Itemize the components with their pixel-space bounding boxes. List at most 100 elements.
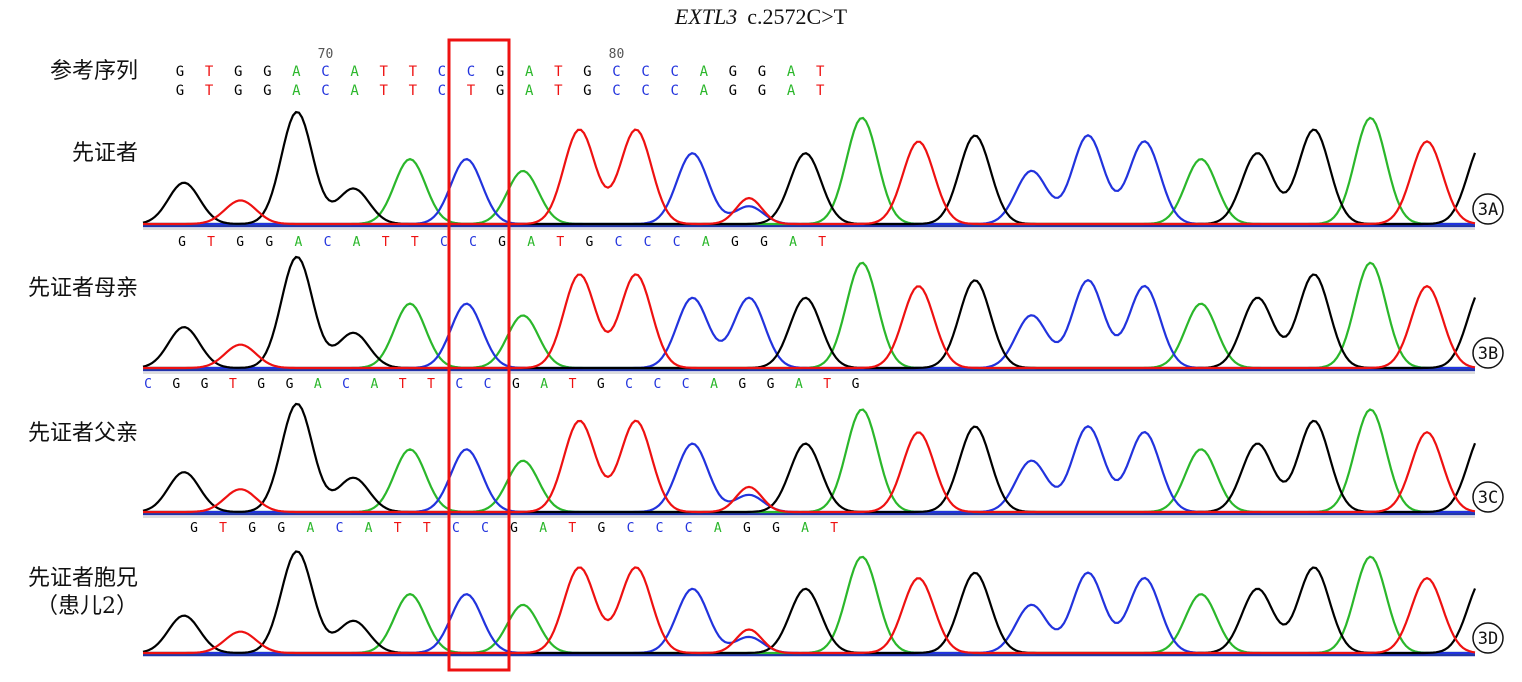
trace-2-C: [143, 425, 1475, 514]
track-call-2-14: G: [597, 521, 605, 536]
track-call-0-7: T: [382, 235, 390, 250]
trace-0-A: [143, 116, 1475, 226]
panel-id-2: 3C: [1478, 488, 1498, 508]
reference-base-line2-11: G: [496, 83, 504, 99]
reference-base-line2-8: T: [409, 83, 418, 99]
panel-id-circle-1: [1472, 337, 1504, 369]
track-call-0-4: A: [294, 235, 302, 250]
track-call-2-0: G: [190, 521, 198, 536]
track-call-0-5: C: [324, 235, 332, 250]
track-call-2-15: C: [627, 521, 635, 536]
track-call-1-4: G: [257, 377, 265, 392]
reference-base-line2-20: G: [758, 83, 766, 99]
reference-base-line1-14: G: [583, 64, 591, 80]
reference-base-line1-3: G: [263, 64, 271, 80]
track-call-1-6: A: [314, 377, 322, 392]
reference-base-line2-18: A: [700, 83, 709, 99]
trace-1-T: [143, 273, 1476, 370]
reference-base-line1-7: T: [379, 64, 388, 80]
reference-base-line1-20: G: [758, 64, 766, 80]
track-call-1-23: A: [795, 377, 803, 392]
reference-base-line1-0: G: [176, 64, 184, 80]
track-call-0-18: A: [702, 235, 710, 250]
reference-sequence-label: 参考序列: [49, 59, 138, 84]
trace-3-G: [142, 550, 1477, 655]
position-tick-1: 80: [609, 47, 625, 62]
track-call-2-1: T: [219, 521, 227, 536]
track-call-1-11: C: [455, 377, 463, 392]
track-label-3b: 先证者母亲: [27, 276, 138, 301]
track-call-0-12: A: [527, 235, 535, 250]
track-call-2-11: G: [510, 521, 518, 536]
track-call-0-3: G: [265, 235, 273, 250]
reference-base-line2-4: A: [292, 83, 301, 99]
panel-id-3: 3D: [1478, 629, 1498, 649]
panel-id-1: 3B: [1478, 344, 1498, 364]
track-call-1-1: G: [172, 377, 180, 392]
variant-highlight-box: [447, 38, 511, 672]
trace-1-G: [142, 255, 1477, 370]
reference-base-line1-17: C: [670, 64, 678, 80]
track-call-0-11: G: [498, 235, 506, 250]
trace-2-A: [143, 408, 1475, 514]
track-call-2-7: T: [394, 521, 402, 536]
track-call-2-18: A: [714, 521, 722, 536]
panel-id-circle-3: [1472, 622, 1504, 654]
track-label-3d-line1: 先证者胞兄: [27, 566, 138, 591]
track-call-0-1: T: [207, 235, 215, 250]
track-call-2-3: G: [277, 521, 285, 536]
track-call-1-2: G: [201, 377, 209, 392]
reference-base-line2-13: T: [554, 83, 563, 99]
reference-base-line1-18: A: [700, 64, 709, 80]
reference-base-line1-4: A: [292, 64, 301, 80]
variant-name: c.2572C>T: [747, 4, 848, 29]
reference-base-line2-6: A: [350, 83, 359, 99]
track-call-1-15: T: [569, 377, 577, 392]
track-call-0-6: A: [353, 235, 361, 250]
reference-base-line2-10: T: [467, 83, 476, 99]
track-call-2-20: G: [772, 521, 780, 536]
gene-name: EXTL3: [674, 4, 738, 29]
track-call-0-21: A: [789, 235, 797, 250]
track-call-1-8: A: [370, 377, 378, 392]
track-call-2-16: C: [656, 521, 664, 536]
trace-1-C: [143, 278, 1475, 370]
track-call-0-16: C: [644, 235, 652, 250]
reference-base-line1-6: A: [350, 64, 359, 80]
track-call-0-15: C: [615, 235, 623, 250]
reference-base-line2-1: T: [205, 83, 214, 99]
reference-base-line2-3: G: [263, 83, 271, 99]
reference-base-line1-12: A: [525, 64, 534, 80]
track-call-1-19: C: [682, 377, 690, 392]
reference-base-line1-21: A: [787, 64, 796, 80]
track-label-3d-line2: （患儿2）: [36, 594, 138, 619]
track-call-0-14: G: [585, 235, 593, 250]
track-call-1-14: A: [540, 377, 548, 392]
track-call-2-4: A: [306, 521, 314, 536]
reference-base-line2-0: G: [176, 83, 184, 99]
reference-base-line1-11: G: [496, 64, 504, 80]
track-call-0-10: C: [469, 235, 477, 250]
trace-3-A: [143, 555, 1475, 655]
track-call-1-0: C: [144, 377, 152, 392]
track-label-3d: 先证者胞兄 （患儿2）: [0, 565, 138, 621]
track-call-1-10: T: [427, 377, 435, 392]
reference-base-line2-5: C: [321, 83, 329, 99]
trace-0-T: [143, 128, 1476, 226]
reference-base-line1-5: C: [321, 64, 329, 80]
trace-3-C: [143, 571, 1475, 655]
track-call-2-10: C: [481, 521, 489, 536]
track-call-0-17: C: [673, 235, 681, 250]
reference-base-line2-22: T: [816, 83, 825, 99]
track-call-2-8: T: [423, 521, 431, 536]
track-call-1-18: C: [653, 377, 661, 392]
panel-id-circle-0: [1472, 193, 1504, 225]
reference-base-line1-22: T: [816, 64, 825, 80]
reference-base-line1-13: T: [554, 64, 563, 80]
reference-base-line2-21: A: [787, 83, 796, 99]
reference-base-line1-2: G: [234, 64, 242, 80]
track-call-1-24: T: [823, 377, 831, 392]
track-call-0-20: G: [760, 235, 768, 250]
trace-3-T: [143, 566, 1476, 655]
